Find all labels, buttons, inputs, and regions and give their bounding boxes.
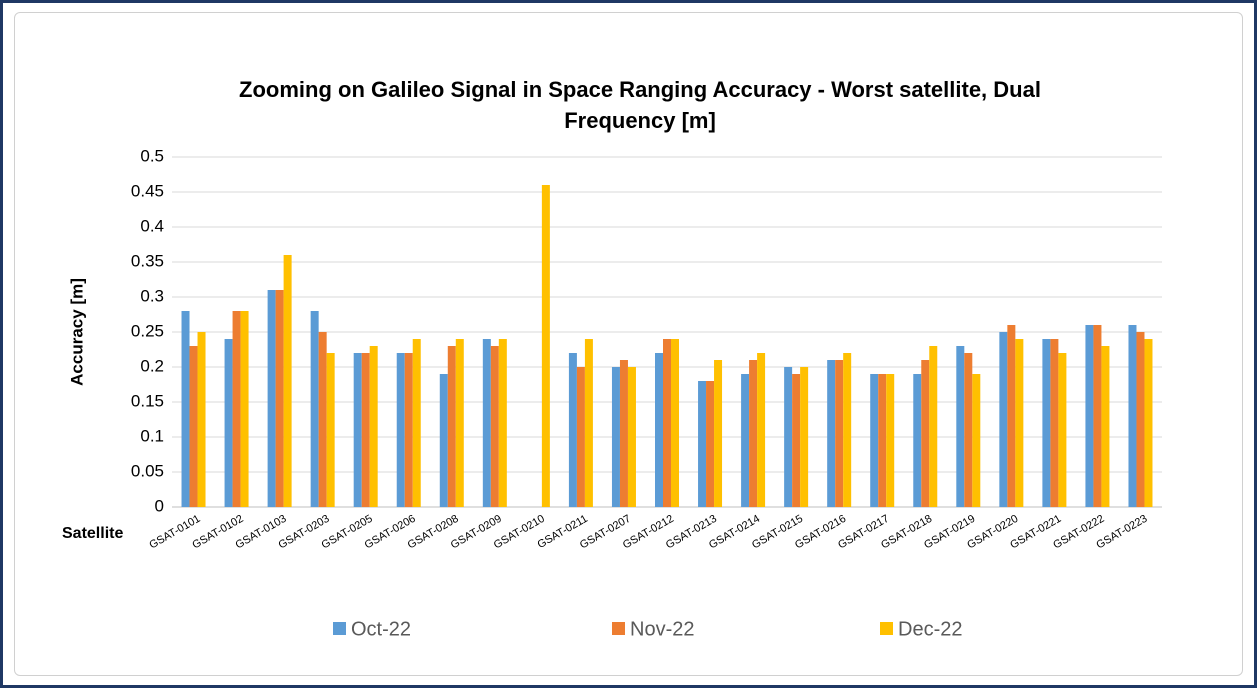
bar: [318, 332, 327, 507]
bar: [972, 374, 981, 507]
bar: [490, 346, 499, 507]
y-tick-label: 0.45: [131, 181, 164, 200]
bar: [964, 353, 973, 507]
bar: [956, 346, 965, 507]
y-tick-label: 0.4: [140, 216, 164, 235]
bar: [275, 290, 284, 507]
bar: [224, 339, 233, 507]
bar: [655, 353, 663, 507]
bar: [404, 353, 413, 507]
bar: [827, 360, 836, 507]
bar: [498, 339, 507, 507]
y-axis-label: Accuracy [m]: [67, 278, 86, 386]
y-tick-label: 0.2: [140, 356, 164, 375]
legend-label: Dec-22: [898, 618, 962, 640]
bar: [870, 374, 879, 507]
y-tick-label: 0.05: [131, 461, 164, 480]
bar: [482, 339, 491, 507]
y-tick-label: 0.3: [140, 286, 164, 305]
y-tick-label: 0: [155, 496, 164, 515]
bar: [1128, 325, 1137, 507]
bar: [447, 346, 456, 507]
bar: [671, 339, 679, 507]
bar: [541, 185, 550, 507]
bar: [619, 360, 628, 507]
bar: [576, 367, 585, 507]
y-tick-label: 0.5: [140, 146, 164, 165]
bar: [1136, 332, 1145, 507]
legend-swatch: [333, 622, 346, 635]
bar: [439, 374, 448, 507]
bar: [749, 360, 758, 507]
bar: [197, 332, 206, 507]
bar: [189, 346, 198, 507]
bar: [181, 311, 190, 507]
y-tick-label: 0.35: [131, 251, 164, 270]
bar: [706, 381, 715, 507]
y-tick-label: 0.15: [131, 391, 164, 410]
bar: [1144, 339, 1153, 507]
bar: [784, 367, 793, 507]
bar: [929, 346, 938, 507]
bar: [361, 353, 370, 507]
bar: [835, 360, 844, 507]
bar: [999, 332, 1008, 507]
bar: [627, 367, 636, 507]
chart-title: Zooming on Galileo Signal in Space Rangi…: [239, 77, 1041, 133]
bar: [1015, 339, 1024, 507]
bar: [741, 374, 750, 507]
bar: [1101, 346, 1110, 507]
bar: [611, 367, 620, 507]
bar: [1085, 325, 1094, 507]
bar: [584, 339, 593, 507]
bar: [396, 353, 405, 507]
bar: [886, 374, 895, 507]
bar: [310, 311, 319, 507]
bar: [1058, 353, 1067, 507]
bar: [455, 339, 464, 507]
bar: [698, 381, 707, 507]
bar: [663, 339, 671, 507]
bar: [1007, 325, 1016, 507]
legend-label: Nov-22: [630, 618, 694, 640]
bar: [800, 367, 809, 507]
legend-swatch: [612, 622, 625, 635]
bar: [878, 374, 887, 507]
bar: [369, 346, 378, 507]
bar: [913, 374, 922, 507]
bar: [921, 360, 930, 507]
bar: [412, 339, 421, 507]
y-tick-label: 0.25: [131, 321, 164, 340]
bar: [1042, 339, 1051, 507]
bar: [843, 353, 852, 507]
bar: [353, 353, 362, 507]
bar: [792, 374, 801, 507]
legend-label: Oct-22: [351, 618, 411, 640]
bar: [714, 360, 723, 507]
bar: [1093, 325, 1102, 507]
chart-border: [14, 12, 1243, 676]
bar: [757, 353, 766, 507]
bar: [283, 255, 292, 507]
bar: [232, 311, 241, 507]
bar: [240, 311, 249, 507]
bar: [568, 353, 577, 507]
bar: [1050, 339, 1059, 507]
bar: [267, 290, 276, 507]
bar: [326, 353, 335, 507]
y-tick-label: 0.1: [140, 426, 164, 445]
x-axis-label: Satellite: [62, 525, 123, 542]
legend-swatch: [880, 622, 893, 635]
